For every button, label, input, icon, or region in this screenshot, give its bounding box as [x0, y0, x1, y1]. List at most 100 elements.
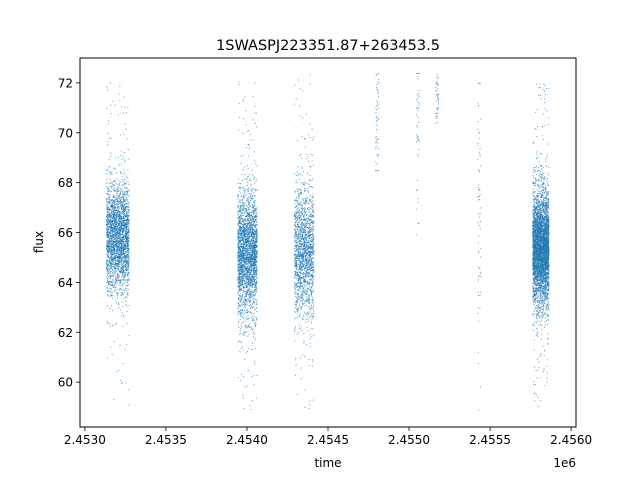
data-point: [111, 269, 113, 271]
data-point: [114, 196, 116, 198]
data-point: [238, 290, 240, 292]
data-point: [253, 360, 255, 362]
data-point: [244, 264, 246, 266]
data-point: [116, 273, 118, 275]
data-point: [239, 250, 241, 252]
data-point: [108, 232, 110, 234]
data-point: [122, 260, 124, 262]
data-point: [245, 243, 247, 245]
data-point: [253, 277, 255, 279]
data-point: [252, 257, 254, 259]
data-point: [256, 252, 258, 254]
data-point: [114, 187, 116, 189]
data-point: [243, 304, 245, 306]
data-point: [246, 256, 248, 258]
data-point: [243, 213, 245, 215]
data-point: [246, 251, 248, 253]
data-point: [239, 278, 241, 280]
data-point: [238, 219, 240, 221]
data-point: [119, 222, 121, 224]
data-point: [117, 195, 119, 197]
data-point: [113, 185, 115, 187]
data-point: [109, 284, 111, 286]
data-point: [250, 255, 252, 257]
data-point: [248, 251, 250, 253]
data-point: [240, 227, 242, 229]
data-point: [116, 240, 118, 242]
data-point: [247, 200, 249, 202]
data-point: [241, 288, 243, 290]
data-point: [119, 247, 121, 249]
data-point: [241, 345, 243, 347]
data-point: [117, 240, 119, 242]
data-point: [124, 231, 126, 233]
data-point: [247, 155, 249, 157]
data-point: [245, 251, 247, 253]
data-point: [255, 179, 257, 181]
data-point: [108, 215, 110, 217]
data-point: [242, 239, 244, 241]
data-point: [119, 187, 121, 189]
data-point: [113, 245, 115, 247]
data-point: [237, 237, 239, 239]
data-point: [254, 273, 256, 275]
data-point: [118, 276, 120, 278]
data-point: [115, 244, 117, 246]
data-point: [252, 247, 254, 249]
data-point: [243, 408, 245, 410]
data-point: [122, 216, 124, 218]
data-point: [255, 282, 257, 284]
data-point: [244, 207, 246, 209]
data-point: [237, 256, 239, 258]
data-point: [107, 214, 109, 216]
data-point: [238, 249, 240, 251]
data-point: [112, 245, 114, 247]
data-point: [237, 254, 239, 256]
data-point: [110, 226, 112, 228]
data-point: [241, 230, 243, 232]
data-point: [241, 283, 243, 285]
data-point: [251, 284, 253, 286]
data-point: [244, 189, 246, 191]
data-point: [256, 303, 258, 305]
data-point: [253, 245, 255, 247]
data-point: [249, 220, 251, 222]
data-point: [256, 283, 258, 285]
data-point: [245, 276, 247, 278]
data-point: [243, 246, 245, 248]
data-point: [109, 214, 111, 216]
data-point: [253, 247, 255, 249]
data-point: [106, 224, 108, 226]
data-point: [256, 247, 258, 249]
data-point: [114, 287, 116, 289]
data-point: [256, 288, 258, 290]
data-point: [127, 229, 129, 231]
data-point: [124, 265, 126, 267]
data-point: [241, 270, 243, 272]
data-point: [247, 219, 249, 221]
data-point: [118, 252, 120, 254]
data-point: [120, 216, 122, 218]
data-point: [246, 253, 248, 255]
data-point: [243, 233, 245, 234]
data-point: [110, 201, 112, 203]
data-point: [238, 244, 240, 246]
data-point: [115, 244, 117, 246]
data-point: [244, 202, 246, 204]
data-point: [239, 311, 241, 313]
data-point: [116, 244, 118, 246]
data-point: [125, 222, 127, 224]
data-point: [111, 206, 113, 208]
data-point: [256, 245, 258, 247]
data-point: [240, 214, 242, 216]
data-point: [117, 226, 119, 228]
data-point: [109, 200, 111, 202]
data-point: [246, 233, 248, 235]
data-point: [252, 264, 254, 266]
data-point: [108, 234, 110, 236]
data-point: [255, 227, 257, 229]
data-point: [244, 236, 246, 238]
data-point: [122, 273, 124, 275]
data-point: [123, 225, 125, 227]
data-point: [240, 216, 242, 218]
